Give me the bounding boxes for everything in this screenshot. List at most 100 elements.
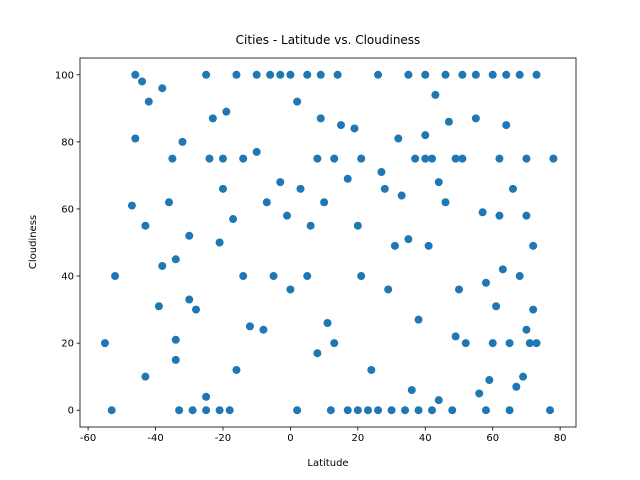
scatter-point bbox=[502, 121, 511, 130]
scatter-point bbox=[286, 285, 295, 294]
scatter-point bbox=[495, 211, 504, 220]
scatter-point bbox=[313, 154, 322, 163]
scatter-point bbox=[458, 70, 467, 79]
scatter-point bbox=[515, 272, 524, 281]
scatter-point bbox=[202, 70, 211, 79]
scatter-point bbox=[168, 154, 177, 163]
scatter-point bbox=[549, 154, 558, 163]
scatter-point bbox=[481, 406, 490, 415]
scatter-point bbox=[141, 221, 150, 230]
scatter-point bbox=[377, 168, 386, 177]
scatter-point bbox=[202, 406, 211, 415]
scatter-point bbox=[171, 255, 180, 264]
scatter-point bbox=[515, 70, 524, 79]
scatter-point bbox=[205, 154, 214, 163]
x-tick-label: -20 bbox=[215, 433, 231, 444]
scatter-point bbox=[185, 295, 194, 304]
scatter-point bbox=[448, 406, 457, 415]
scatter-point bbox=[421, 70, 430, 79]
scatter-point bbox=[313, 349, 322, 358]
scatter-point bbox=[434, 178, 443, 187]
y-tick-label: 20 bbox=[61, 339, 74, 350]
scatter-point bbox=[374, 406, 383, 415]
scatter-point bbox=[269, 272, 278, 281]
scatter-point bbox=[367, 365, 376, 374]
scatter-point bbox=[397, 191, 406, 200]
scatter-point bbox=[127, 201, 136, 210]
scatter-point bbox=[414, 406, 423, 415]
scatter-point bbox=[178, 137, 187, 146]
x-tick-label: 80 bbox=[554, 433, 567, 444]
scatter-point bbox=[239, 272, 248, 281]
scatter-point bbox=[546, 406, 555, 415]
scatter-point bbox=[303, 272, 312, 281]
scatter-point bbox=[141, 372, 150, 381]
scatter-point bbox=[488, 339, 497, 348]
scatter-point bbox=[165, 198, 174, 207]
scatter-point bbox=[286, 70, 295, 79]
scatter-point bbox=[350, 124, 359, 133]
scatter-point bbox=[532, 339, 541, 348]
scatter-point bbox=[215, 238, 224, 247]
scatter-point bbox=[343, 174, 352, 183]
scatter-point bbox=[529, 305, 538, 314]
scatter-point bbox=[471, 70, 480, 79]
scatter-point bbox=[522, 154, 531, 163]
scatter-point bbox=[444, 117, 453, 126]
scatter-point bbox=[296, 184, 305, 193]
scatter-point bbox=[154, 302, 163, 311]
scatter-point bbox=[202, 392, 211, 401]
scatter-point bbox=[441, 70, 450, 79]
scatter-point bbox=[191, 305, 200, 314]
scatter-point bbox=[478, 208, 487, 217]
scatter-point bbox=[320, 198, 329, 207]
plot-area bbox=[100, 70, 558, 415]
scatter-point bbox=[485, 376, 494, 385]
scatter-point bbox=[252, 70, 261, 79]
scatter-point bbox=[188, 406, 197, 415]
scatter-point bbox=[306, 221, 315, 230]
scatter-point bbox=[283, 211, 292, 220]
axes-frame bbox=[79, 57, 577, 428]
scatter-point bbox=[138, 77, 147, 86]
scatter-point bbox=[390, 241, 399, 250]
scatter-point bbox=[532, 70, 541, 79]
scatter-point bbox=[492, 302, 501, 311]
scatter-point bbox=[380, 184, 389, 193]
scatter-point bbox=[239, 154, 248, 163]
chart-title: Cities - Latitude vs. Cloudiness bbox=[236, 33, 421, 47]
x-tick-label: -60 bbox=[80, 433, 96, 444]
scatter-point bbox=[454, 285, 463, 294]
scatter-point bbox=[363, 406, 372, 415]
scatter-point bbox=[488, 70, 497, 79]
scatter-point bbox=[343, 406, 352, 415]
scatter-point bbox=[131, 70, 140, 79]
scatter-point bbox=[131, 134, 140, 143]
scatter-point bbox=[276, 178, 285, 187]
scatter-point bbox=[387, 406, 396, 415]
scatter-point bbox=[303, 70, 312, 79]
scatter-point bbox=[171, 335, 180, 344]
scatter-point bbox=[259, 325, 268, 334]
scatter-point bbox=[428, 154, 437, 163]
scatter-point bbox=[232, 70, 241, 79]
scatter-point bbox=[404, 70, 413, 79]
scatter-point bbox=[451, 154, 460, 163]
scatter-point bbox=[276, 70, 285, 79]
scatter-point bbox=[330, 339, 339, 348]
scatter-point bbox=[411, 154, 420, 163]
scatter-point bbox=[107, 406, 116, 415]
scatter-point bbox=[522, 325, 531, 334]
scatter-point bbox=[431, 90, 440, 99]
scatter-point bbox=[374, 70, 383, 79]
scatter-point bbox=[185, 231, 194, 240]
scatter-point bbox=[428, 406, 437, 415]
y-tick-label: 100 bbox=[55, 70, 74, 81]
y-tick-label: 80 bbox=[61, 137, 74, 148]
x-tick-label: -40 bbox=[147, 433, 163, 444]
x-tick-label: 60 bbox=[486, 433, 499, 444]
scatter-point bbox=[353, 406, 362, 415]
scatter-point bbox=[434, 396, 443, 405]
scatter-point bbox=[266, 70, 275, 79]
